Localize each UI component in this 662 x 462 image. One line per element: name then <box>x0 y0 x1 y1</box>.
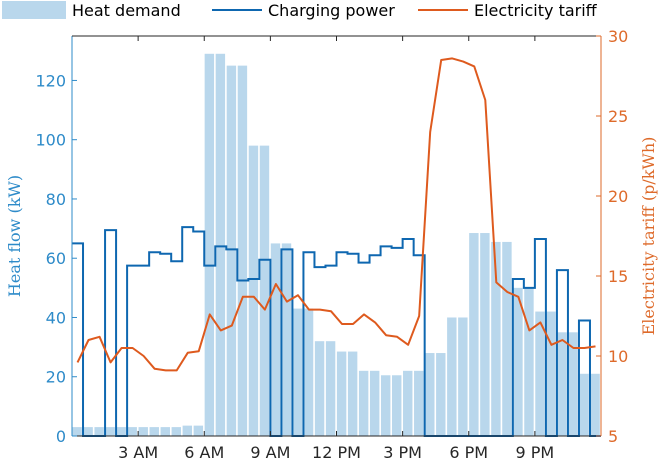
x-tick-label: 3 PM <box>383 443 422 462</box>
heat-demand-bar <box>392 375 402 436</box>
heat-demand-bar <box>105 427 115 436</box>
x-tick-label: 12 PM <box>312 443 361 462</box>
heat-demand-bar <box>513 287 523 436</box>
heat-demand-bar <box>303 308 314 436</box>
heat-demand-bar <box>491 241 501 436</box>
right-tick-label: 5 <box>608 427 618 446</box>
legend-entry-charging-power: Charging power <box>268 1 395 20</box>
heat-demand-bar <box>237 65 248 436</box>
heat-demand-bar <box>72 427 82 436</box>
heat-demand-bar <box>226 65 237 436</box>
heat-demand-bar <box>248 145 259 436</box>
heat-demand-bar <box>94 427 104 436</box>
heat-demand-bar <box>546 311 556 436</box>
charging-power-line <box>72 226 601 437</box>
heat-demand-bar <box>325 341 336 436</box>
heat-demand-bar <box>149 427 159 436</box>
heat-demand-bar <box>336 351 347 436</box>
heat-demand-bar <box>436 353 446 436</box>
heat-demand-bar <box>292 308 303 436</box>
electricity-tariff-series <box>76 57 596 372</box>
left-tick-label: 40 <box>46 308 66 327</box>
heat-demand-bar <box>116 427 126 436</box>
heat-demand-bar <box>193 425 204 436</box>
legend: Heat demand Charging power Electricity t… <box>2 1 598 20</box>
electricity-tariff-line <box>76 57 596 372</box>
left-axis-ticks: 0 20 40 60 80 100 120 <box>35 71 77 446</box>
heat-demand-bar <box>358 370 369 436</box>
right-tick-label: 20 <box>608 187 628 206</box>
x-tick-label: 3 AM <box>118 443 158 462</box>
left-axis-label: Heat flow (kW) <box>5 175 24 297</box>
heat-demand-bar <box>414 370 424 436</box>
right-tick-label: 30 <box>608 27 628 46</box>
left-tick-label: 60 <box>46 249 66 268</box>
right-tick-label: 25 <box>608 107 628 126</box>
heat-demand-bar <box>314 341 325 436</box>
heat-demand-bar <box>347 351 358 436</box>
left-tick-label: 80 <box>46 190 66 209</box>
left-tick-label: 100 <box>35 131 66 150</box>
heat-demand-bar <box>259 145 270 436</box>
heat-demand-bar <box>215 53 226 437</box>
x-tick-label: 6 AM <box>184 443 224 462</box>
heat-demand-bar <box>138 427 148 436</box>
left-tick-label: 120 <box>35 71 66 90</box>
right-tick-label: 15 <box>608 267 628 286</box>
heat-demand-bar <box>160 427 170 436</box>
heat-demand-bar <box>171 427 182 436</box>
heat-demand-bar <box>568 332 578 436</box>
right-tick-label: 10 <box>608 347 628 366</box>
left-tick-label: 0 <box>56 427 66 446</box>
heat-demand-bar <box>270 243 281 436</box>
heat-demand-bar <box>204 53 215 437</box>
right-axis-ticks: 5 10 15 20 25 30 <box>596 27 628 446</box>
heat-demand-bar <box>447 317 457 436</box>
heat-demand-bars <box>72 53 600 437</box>
heat-demand-bar <box>182 425 193 436</box>
heat-demand-bar <box>502 241 512 436</box>
heat-demand-bar <box>281 243 292 436</box>
charging-power-series <box>72 226 601 437</box>
x-tick-label: 6 PM <box>449 443 488 462</box>
x-tick-label: 9 PM <box>516 443 555 462</box>
heat-demand-bar <box>469 233 479 436</box>
heat-demand-bar <box>425 353 435 436</box>
heat-demand-bar <box>480 233 490 436</box>
heat-demand-bar <box>590 373 600 436</box>
heat-demand-bar <box>535 311 545 436</box>
heat-demand-bar <box>369 370 380 436</box>
heat-demand-bar <box>83 427 93 436</box>
heat-demand-bar <box>403 370 413 436</box>
legend-swatch-heat-demand <box>2 1 66 19</box>
left-tick-label: 20 <box>46 368 66 387</box>
heat-demand-bar <box>579 373 589 436</box>
heat-demand-bar <box>127 427 137 436</box>
heat-demand-bar <box>524 287 534 436</box>
right-axis-label: Electricity tariff (p/kWh) <box>639 137 658 336</box>
x-tick-label: 9 AM <box>250 443 290 462</box>
heat-demand-bar <box>557 332 567 436</box>
heat-demand-bar <box>458 317 468 436</box>
x-axis-ticks: 3 AM 6 AM 9 AM 12 PM 3 PM 6 PM 9 PM <box>118 36 554 462</box>
legend-entry-heat-demand: Heat demand <box>72 1 181 20</box>
legend-entry-electricity-tariff: Electricity tariff <box>474 1 598 20</box>
heat-demand-bar <box>380 375 391 436</box>
